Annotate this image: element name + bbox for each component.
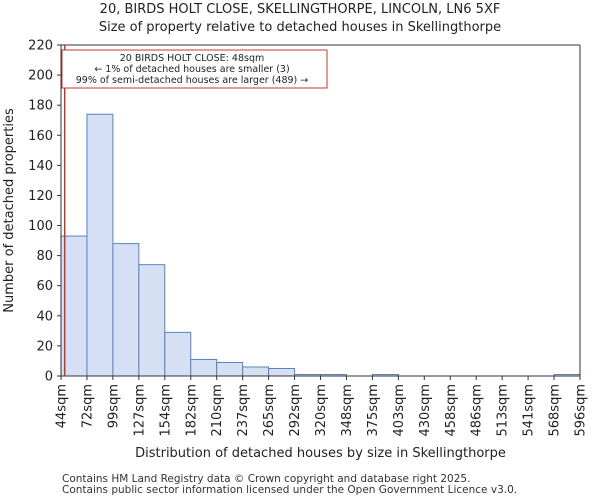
- x-tick-label: 513sqm: [496, 384, 511, 437]
- y-tick-label: 60: [36, 279, 53, 294]
- x-tick-label: 320sqm: [314, 384, 329, 437]
- x-tick-label: 375sqm: [366, 384, 381, 437]
- y-tick-label: 200: [28, 69, 53, 84]
- x-tick-label: 568sqm: [548, 384, 563, 437]
- histogram-bar: [86, 113, 114, 377]
- x-tick-label: 458sqm: [444, 384, 459, 437]
- footer-copyright: Contains HM Land Registry data © Crown c…: [62, 473, 471, 485]
- annotation-box: [61, 49, 328, 89]
- y-axis-label: Number of detached properties: [2, 108, 17, 313]
- x-tick-label: 265sqm: [262, 384, 277, 437]
- annotation-line-3: 99% of semi-detached houses are larger (…: [76, 75, 309, 86]
- histogram-bar: [268, 367, 296, 377]
- histogram-bar: [216, 361, 244, 377]
- annotation-line-2: ← 1% of detached houses are smaller (3): [94, 64, 289, 75]
- x-tick-label: 348sqm: [340, 384, 355, 437]
- y-tick-label: 220: [28, 39, 53, 54]
- histogram-bar: [112, 243, 140, 377]
- y-tick-label: 80: [36, 249, 53, 264]
- y-tick-label: 120: [28, 189, 53, 204]
- x-tick-label: 292sqm: [288, 384, 303, 437]
- x-tick-label: 72sqm: [80, 384, 95, 428]
- x-tick-label: 237sqm: [236, 384, 251, 437]
- x-tick-label: 596sqm: [574, 384, 589, 437]
- footer-licence: Contains public sector information licen…: [62, 484, 518, 496]
- x-axis-label: Distribution of detached houses by size …: [135, 446, 506, 461]
- histogram-bar: [190, 358, 218, 377]
- chart-subtitle: Size of property relative to detached ho…: [98, 20, 502, 35]
- x-tick-label: 210sqm: [210, 384, 225, 437]
- x-tick-label: 99sqm: [106, 384, 121, 428]
- y-tick-label: 100: [28, 219, 53, 234]
- y-tick-label: 160: [28, 129, 53, 144]
- y-tick-label: 40: [36, 309, 53, 324]
- x-tick-label: 486sqm: [470, 384, 485, 437]
- chart-title: 20, BIRDS HOLT CLOSE, SKELLINGTHORPE, LI…: [99, 2, 501, 17]
- y-tick-label: 20: [36, 339, 53, 354]
- x-tick-label: 127sqm: [132, 384, 147, 437]
- x-tick-label: 403sqm: [392, 384, 407, 437]
- x-tick-label: 182sqm: [184, 384, 199, 437]
- x-tick-label: 154sqm: [158, 384, 173, 437]
- y-tick-label: 0: [45, 370, 53, 385]
- x-tick-label: 44sqm: [55, 384, 70, 428]
- annotation-line-1: 20 BIRDS HOLT CLOSE: 48sqm: [120, 53, 264, 64]
- histogram-bar: [242, 366, 270, 377]
- y-tick-label: 180: [28, 99, 53, 114]
- histogram-bar: [138, 264, 166, 377]
- x-tick-label: 430sqm: [418, 384, 433, 437]
- y-tick-label: 140: [28, 159, 53, 174]
- histogram-bar: [164, 331, 192, 377]
- x-tick-label: 541sqm: [522, 384, 537, 437]
